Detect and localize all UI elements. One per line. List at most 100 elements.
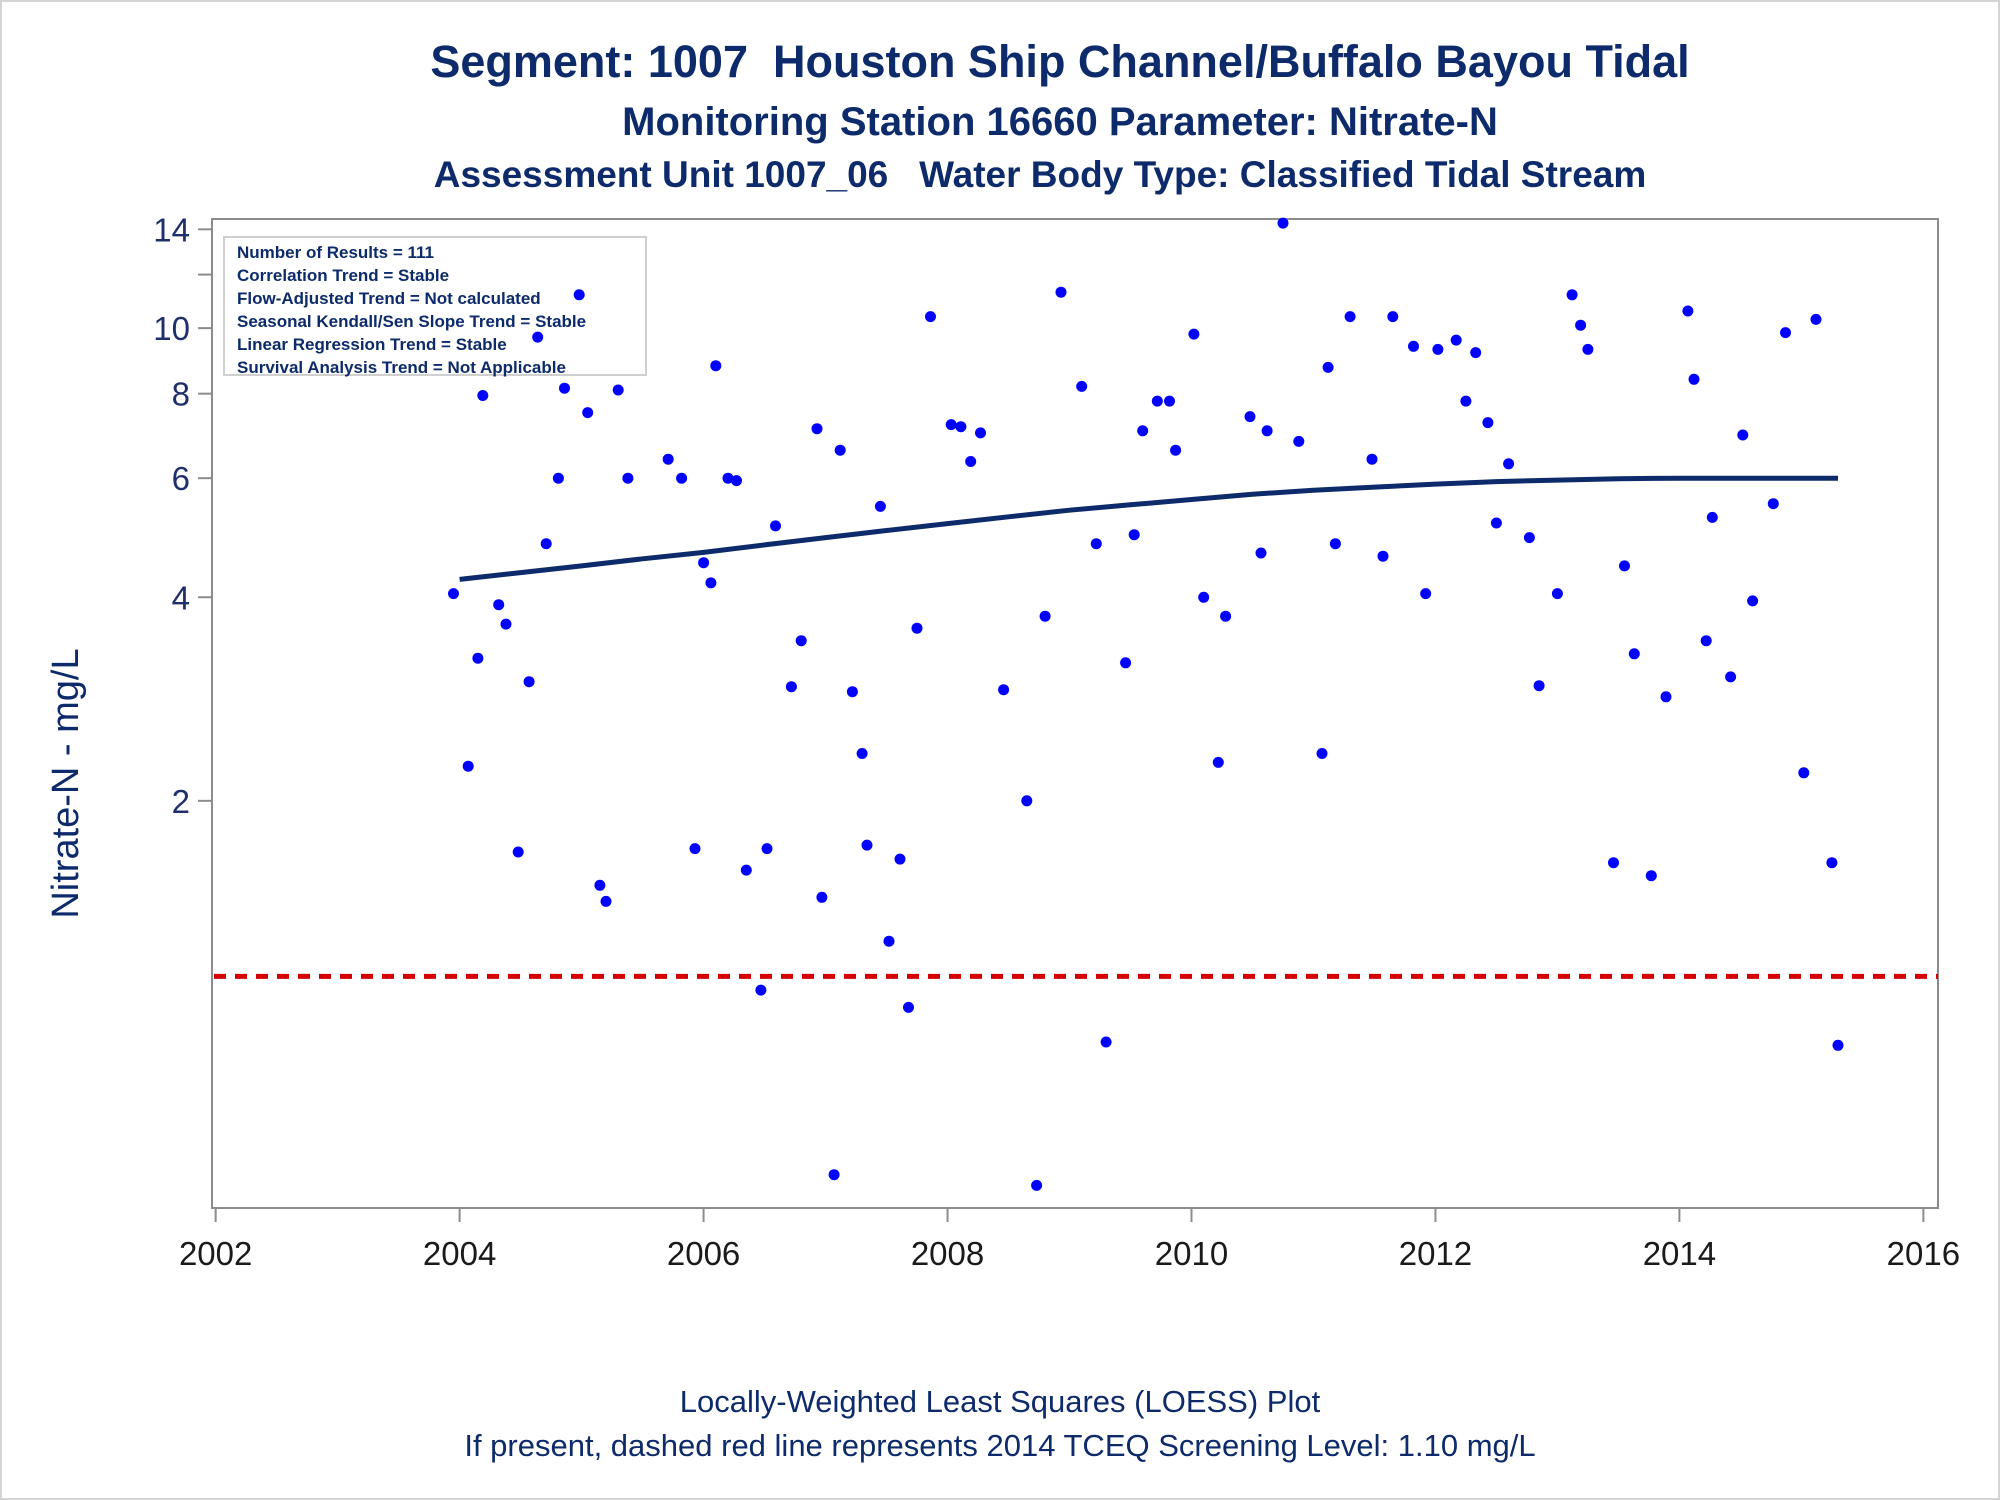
data-point [573,289,585,301]
x-tick-label: 2012 [1399,1235,1472,1272]
data-point [1377,550,1389,562]
data-point [462,760,474,772]
data-point [1432,343,1444,355]
data-point [811,423,823,435]
data-point [1566,289,1578,301]
data-point [1523,532,1535,544]
data-point [676,472,688,484]
data-point [1198,591,1210,603]
data-point [1582,343,1594,355]
data-point [894,853,906,865]
data-point [1460,395,1472,407]
y-tick-label: 8 [172,376,190,413]
data-point [1188,328,1200,340]
data-point [770,520,781,532]
data-point [975,427,986,439]
data-point [903,1001,914,1013]
x-tick-label: 2016 [1887,1235,1960,1272]
data-point [532,331,544,343]
data-point [1832,1039,1844,1051]
data-point [1055,286,1067,298]
data-point [1420,588,1432,600]
chart-title: Segment: 1007 Houston Ship Channel/Buffa… [430,36,1690,87]
data-point [883,935,895,947]
legend-survival-analysis-trend: Survival Analysis Trend = Not Applicable [237,358,566,377]
data-point [1277,217,1289,229]
data-point [477,390,489,401]
data-point [828,1169,840,1181]
data-point [834,444,846,456]
data-point [1255,547,1267,559]
data-point [600,895,612,907]
legend-flow-adjusted-trend: Flow-Adjusted Trend = Not calculated [237,289,541,308]
plot-area-border [211,218,1939,1209]
y-tick-label: 2 [172,783,190,820]
data-point [1316,748,1328,759]
data-point [795,635,807,647]
data-point [1798,767,1810,779]
footnote-screening-level: If present, dashed red line represents 2… [464,1428,1536,1463]
data-point [1682,305,1694,317]
data-point [1810,313,1822,325]
footnote-loess: Locally-Weighted Least Squares (LOESS) P… [679,1384,1321,1419]
data-point [582,407,594,419]
data-point [523,676,535,688]
data-point [740,864,752,876]
data-point [1737,429,1749,441]
data-point [1137,425,1149,437]
chart-subtitle-assessment: Assessment Unit 1007_06 Water Body Type:… [433,154,1647,195]
data-point [846,686,858,698]
x-tick-label: 2002 [179,1235,252,1272]
data-point [1031,1179,1043,1191]
y-tick-label: 10 [153,310,190,347]
data-point [1164,395,1175,407]
data-point [761,843,773,855]
data-point [1076,380,1088,392]
data-point [1700,635,1712,647]
data-point [1039,610,1051,622]
data-point [1608,857,1619,869]
y-tick-label: 6 [172,460,190,497]
data-point [731,475,742,487]
legend-number-of-results: Number of Results = 111 [237,243,434,262]
legend-correlation-trend: Correlation Trend = Stable [237,266,450,285]
data-point [540,538,552,550]
data-point [1021,795,1033,807]
data-point [1660,691,1672,703]
data-point [1120,657,1132,669]
data-point [1767,498,1779,510]
data-point [955,421,967,433]
data-point [493,599,505,611]
x-tick-label: 2014 [1643,1235,1716,1272]
data-point [622,472,634,484]
data-point [816,891,828,903]
data-point [1619,560,1630,572]
data-point [1688,373,1700,385]
x-tick-label: 2006 [667,1235,740,1272]
data-point [500,618,512,630]
data-point [1747,595,1759,607]
data-point [1450,334,1462,346]
data-point [689,843,701,855]
data-point [1482,417,1494,429]
data-point [1533,680,1545,692]
data-point [1151,395,1163,407]
data-point [722,472,734,484]
data-point [874,500,886,512]
data-point [472,652,484,664]
data-point [1780,327,1791,339]
data-point [594,879,606,891]
data-point [1628,648,1640,660]
data-point [448,588,459,600]
data-point [1344,311,1356,323]
loess-trend-line [459,475,1838,582]
data-point [911,622,923,634]
data-point [1575,319,1587,331]
data-point [1293,435,1305,447]
data-point [1387,311,1399,323]
data-point [1826,857,1838,869]
data-point [1706,511,1718,523]
data-point [552,472,564,484]
